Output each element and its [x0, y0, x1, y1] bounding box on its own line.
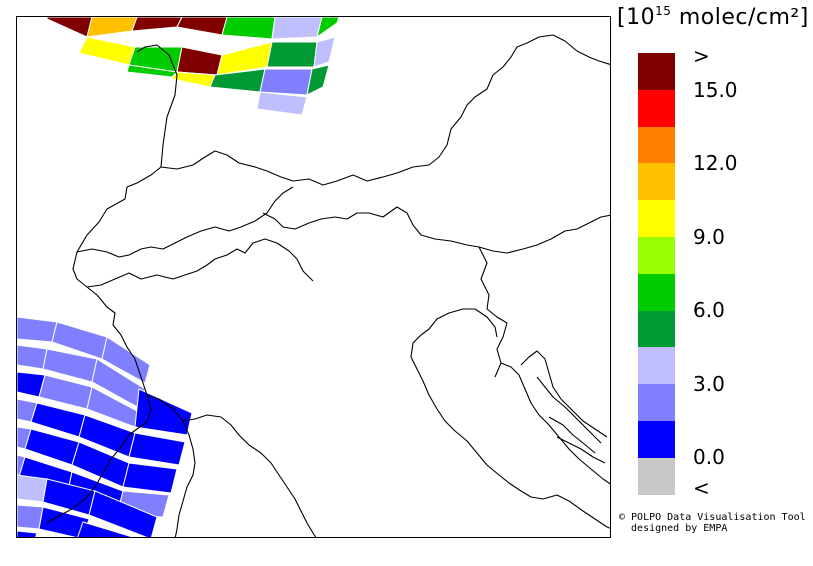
- credit-text: © POLPO Data Visualisation Tool designed…: [619, 512, 806, 534]
- legend-tick-label: 0.0: [693, 445, 725, 469]
- credit-line-2: designed by EMPA: [619, 523, 728, 534]
- legend-swatch: [638, 420, 675, 458]
- legend-tick-label: >: [693, 44, 710, 68]
- legend-swatch: [638, 236, 675, 274]
- color-scale-bar: [638, 53, 675, 495]
- satellite-swath-southwest: [17, 316, 193, 537]
- legend-tick-label: <: [693, 476, 710, 500]
- legend-tick-label: 9.0: [693, 225, 725, 249]
- satellite-swath-north: [46, 17, 340, 116]
- country-borders: [46, 34, 610, 537]
- legend-swatch: [638, 200, 675, 237]
- legend-swatch: [638, 457, 675, 495]
- legend-title-prefix: [10: [617, 5, 656, 30]
- legend-swatch: [638, 273, 675, 311]
- map-canvas: [17, 17, 610, 537]
- legend-swatch: [638, 384, 675, 421]
- credit-line-1: © POLPO Data Visualisation Tool: [619, 512, 806, 523]
- legend-swatch: [638, 310, 675, 348]
- legend-swatch: [638, 163, 675, 201]
- legend-swatch: [638, 347, 675, 385]
- map-panel[interactable]: [16, 16, 611, 538]
- legend-tick-label: 12.0: [693, 151, 738, 175]
- legend-tick-label: 6.0: [693, 298, 725, 322]
- legend-tick-label: 15.0: [693, 78, 738, 102]
- legend-title-suffix: molec/cm²]: [671, 5, 809, 30]
- legend-swatch: [638, 126, 675, 164]
- legend-title: [1015 molec/cm²]: [617, 4, 809, 30]
- legend-title-exponent: 15: [655, 4, 672, 18]
- legend-swatch: [638, 53, 675, 90]
- legend-swatch: [638, 89, 675, 127]
- legend-tick-label: 3.0: [693, 372, 725, 396]
